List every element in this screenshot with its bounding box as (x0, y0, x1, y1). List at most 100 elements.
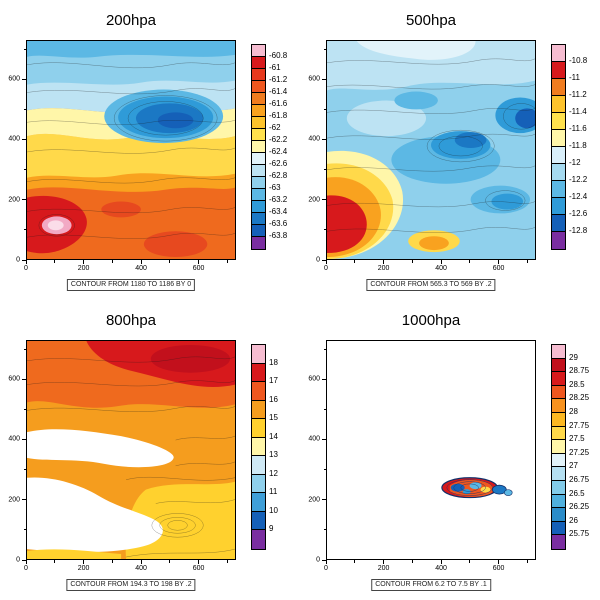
x-tick-label: 400 (135, 265, 147, 272)
colorbar-tick-label: 27 (569, 461, 578, 471)
colorbar-segment (552, 535, 565, 549)
y-minor-tick (323, 229, 326, 231)
colorbar-segment (552, 79, 565, 96)
colorbar-segment (252, 93, 265, 105)
x-tick-label: 600 (492, 265, 505, 272)
x-minor-tick (54, 560, 56, 563)
colorbar-tick-label: 27.25 (569, 447, 590, 457)
x-tick-label: 0 (24, 565, 28, 572)
colorbar-segment (552, 440, 565, 454)
colorbar-tick-label: -63.6 (269, 219, 288, 228)
colorbar-segment (552, 453, 565, 468)
colorbar-tick-label: 28.5 (569, 379, 585, 389)
colorbar-tick-label: -12.4 (569, 192, 588, 201)
y-tick (22, 138, 26, 140)
colorbar-tick-label: -61.8 (269, 111, 288, 120)
colorbar-tick-label: 26.5 (569, 488, 585, 498)
x-tick (498, 260, 500, 264)
colorbar-segment (552, 164, 565, 181)
colorbar-tick-label: -62.4 (269, 147, 288, 156)
y-tick-label: 400 (8, 135, 20, 143)
x-minor-tick (469, 560, 471, 563)
colorbar-segment (552, 96, 565, 113)
colorbar-segment (252, 419, 265, 438)
colorbar-tick-label: 26.75 (569, 475, 590, 484)
colorbar-segment (552, 467, 565, 481)
colorbar-tick-label: -12 (569, 158, 581, 167)
x-minor-tick (226, 560, 228, 563)
colorbar-segment (252, 201, 265, 213)
colorbar-tick-label: -61 (269, 63, 281, 72)
y-minor-tick (23, 408, 26, 410)
colorbar-tick-label: 28 (569, 407, 578, 416)
x-minor-tick (226, 260, 228, 263)
colorbar-tick-label: -11.4 (569, 107, 587, 116)
colorbar-segment (552, 494, 565, 509)
x-minor-tick (169, 260, 171, 263)
contour-caption-200hpa: CONTOUR FROM 1180 TO 1186 BY 0 (66, 279, 196, 292)
contour-map-1000hpa (327, 341, 535, 559)
y-tick (22, 78, 26, 80)
x-tick-label: 600 (492, 565, 505, 572)
x-tick (83, 260, 85, 264)
colorbar-segment (552, 412, 565, 427)
panel-800hpa: 800hpa (0, 300, 300, 600)
y-tick-label: 200 (308, 196, 320, 204)
x-minor-tick (469, 260, 471, 263)
x-minor-tick (526, 260, 528, 263)
y-tick-label: 0 (16, 556, 20, 564)
colorbar-tick-label: -62.2 (269, 135, 288, 144)
colorbar-segment (252, 57, 265, 69)
y-tick (322, 259, 326, 261)
y-minor-tick (323, 169, 326, 171)
y-tick (322, 438, 326, 440)
colorbar-tick-label: -61.2 (269, 75, 288, 84)
x-tick (440, 260, 442, 264)
colorbar-tick-label: 13 (269, 450, 278, 460)
colorbar-segment (252, 45, 265, 57)
colorbar-tick-label: 27.75 (569, 420, 590, 430)
colorbar-tick-label: 29 (569, 352, 578, 362)
colorbar-segment (552, 508, 565, 522)
colorbar-tick-label: -61.4 (269, 87, 288, 96)
x-tick-label: 600 (192, 565, 205, 572)
x-tick-label: 400 (435, 265, 447, 272)
colorbar-tick-label: 11 (269, 487, 278, 497)
y-tick-label: 600 (308, 375, 320, 383)
colorbar-segment (252, 117, 265, 129)
colorbar-segment (552, 385, 565, 400)
y-tick-label: 600 (8, 75, 20, 83)
y-minor-tick (23, 169, 26, 171)
y-tick-label: 200 (8, 196, 20, 204)
colorbar-tick-label: -11 (569, 73, 580, 82)
x-tick (498, 560, 500, 564)
map-plot-500hpa (326, 40, 536, 260)
contour-caption-500hpa: CONTOUR FROM 565.3 TO 569 BY .2 (366, 279, 496, 292)
colorbar-segment (252, 177, 265, 189)
panel-title: 200hpa (105, 12, 157, 29)
colorbar-tick-label: 27.5 (569, 434, 585, 444)
colorbar-tick-label: -10.8 (569, 56, 588, 65)
y-minor-tick (23, 348, 26, 350)
x-tick (198, 560, 200, 564)
y-minor-tick (323, 408, 326, 410)
colorbar-segment (252, 474, 265, 494)
colorbar-1000hpa (551, 344, 566, 550)
colorbar-tick-label: -63.4 (269, 207, 288, 216)
y-tick (322, 78, 326, 80)
y-tick-label: 600 (308, 75, 320, 83)
colorbar-tick-label: 12 (269, 468, 278, 478)
y-tick (22, 259, 26, 261)
colorbar-tick-label: -12.8 (569, 226, 588, 235)
x-tick (325, 560, 327, 564)
colorbar-segment (552, 521, 565, 536)
colorbar-tick-label: -11.2 (569, 90, 587, 99)
x-tick-label: 200 (377, 265, 390, 272)
x-minor-tick (411, 260, 413, 263)
y-minor-tick (23, 229, 26, 231)
y-tick (22, 559, 26, 561)
panel-title: 1000hpa (401, 312, 461, 329)
y-tick (322, 199, 326, 201)
colorbar-tick-label: 14 (269, 431, 278, 441)
